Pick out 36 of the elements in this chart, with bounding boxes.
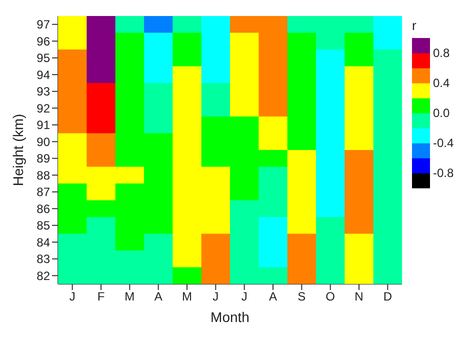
- y-tick-label: 88: [36, 168, 50, 182]
- y-tick-label: 85: [36, 218, 50, 233]
- y-tick-label: 82: [36, 268, 50, 283]
- y-tick-label: 91: [36, 118, 50, 132]
- color-bar-label: 0.8: [433, 46, 450, 60]
- y-tick-label: 87: [36, 185, 50, 200]
- y-tick-label: 90: [36, 134, 50, 149]
- y-tick-label: 96: [36, 34, 50, 48]
- y-tick-label: 92: [36, 101, 50, 116]
- y-tick-label: 97: [36, 18, 50, 32]
- y-tick-label: 95: [36, 51, 50, 66]
- x-tick-label: M: [182, 290, 192, 304]
- x-tick-label: N: [354, 290, 364, 304]
- x-tick-label: D: [383, 290, 392, 304]
- color-bar-label: 0.0: [433, 106, 450, 120]
- x-tick-label: A: [154, 290, 162, 304]
- x-tick-label: J: [241, 290, 248, 304]
- y-tick-label: 86: [36, 202, 50, 216]
- x-tick-label: F: [97, 290, 105, 304]
- x-tick-label: O: [326, 290, 336, 304]
- x-tick-label: S: [298, 290, 306, 304]
- y-tick-label: 89: [36, 152, 50, 166]
- color-bar-title: r: [412, 18, 417, 33]
- x-tick-label: J: [69, 290, 76, 304]
- y-axis-title: Height (km): [10, 114, 26, 186]
- x-tick-label: A: [268, 290, 278, 304]
- y-tick-label: 83: [36, 252, 50, 266]
- x-tick-label: J: [212, 290, 219, 304]
- y-tick-label: 84: [36, 235, 50, 250]
- color-bar-label: 0.4: [433, 76, 450, 90]
- y-tick-label: 94: [36, 68, 50, 82]
- color-bar-label: -0.8: [433, 166, 454, 180]
- y-tick-label: 93: [36, 84, 50, 99]
- x-tick-label: M: [124, 290, 135, 304]
- color-bar-label: -0.4: [433, 136, 454, 150]
- x-axis-title: Month: [210, 309, 250, 325]
